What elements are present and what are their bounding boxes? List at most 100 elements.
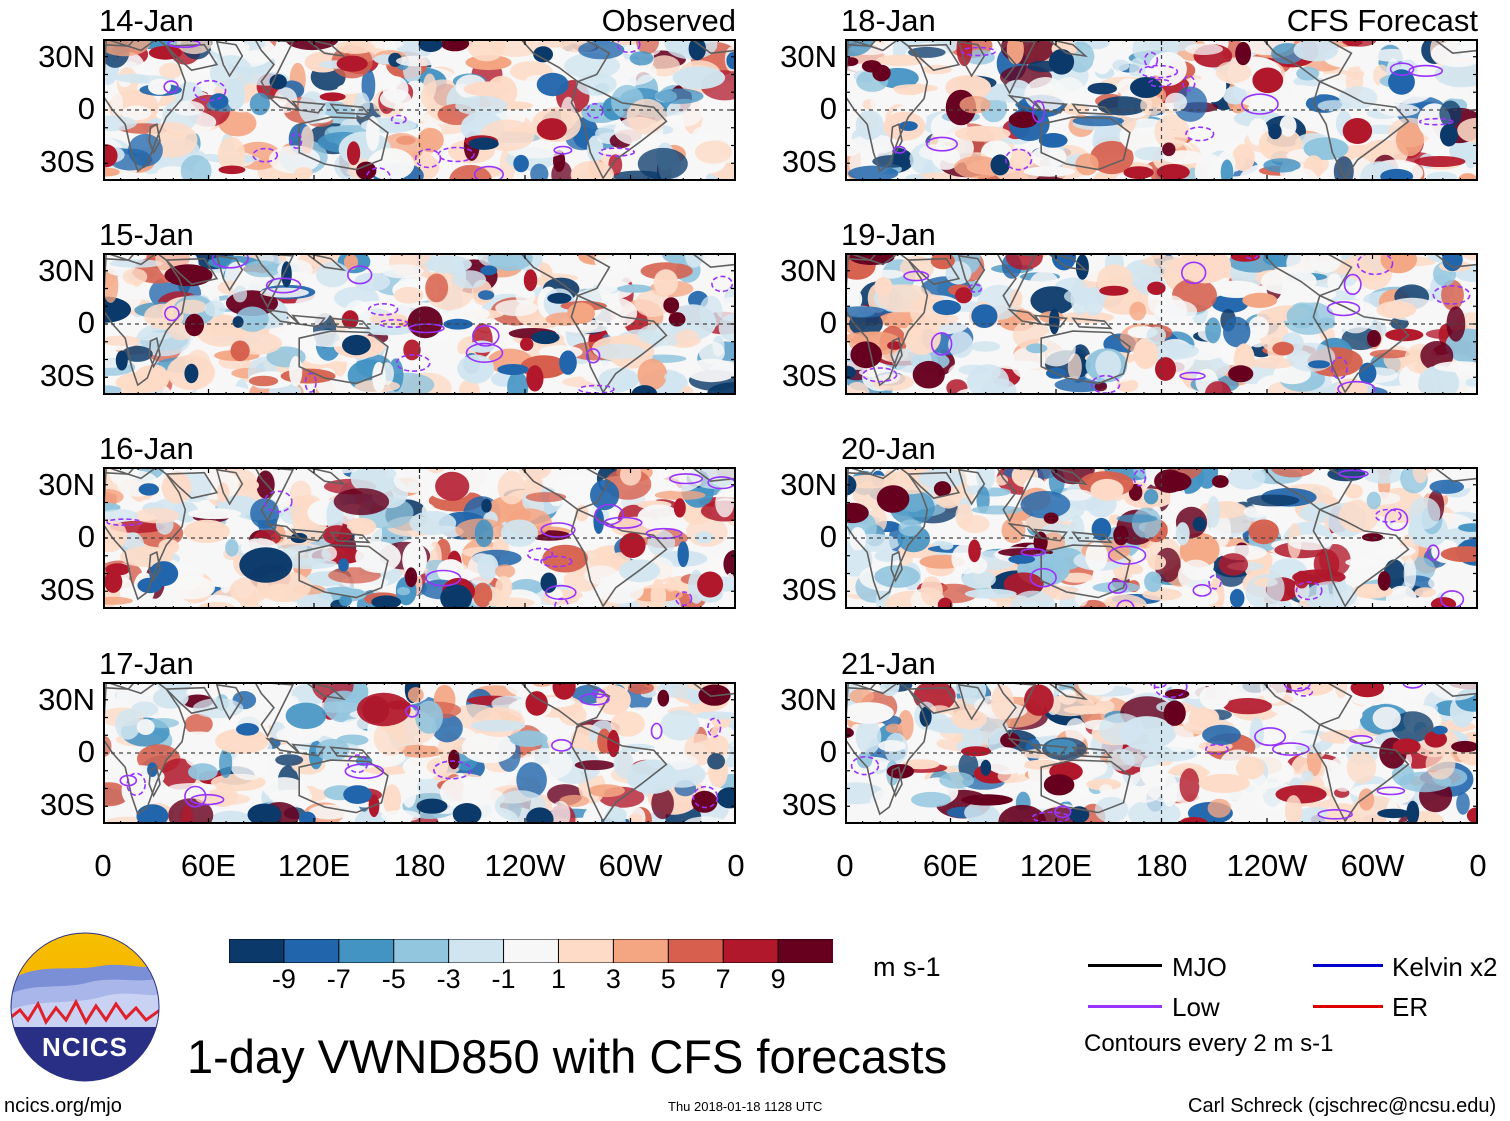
cfs-forecast-label: CFS Forecast [1286,3,1478,38]
colorbar-swatch [777,939,833,963]
lat-tick-label: 0 [819,305,837,340]
colorbar-unit: m s-1 [873,952,941,982]
lat-tick-label: 0 [77,91,95,126]
colorbar-swatch [612,939,670,963]
lat-tick-label: 30N [38,467,95,503]
lat-tick-label: 30S [39,787,95,823]
lat-tick-label: 30S [39,144,95,180]
colorbar-swatch [503,939,560,963]
panel-date-label: 16-Jan [99,431,194,466]
colorbar-tick-label: 7 [715,964,731,994]
colorbar-swatches [229,939,833,963]
legend-line-kelvin [1313,964,1383,967]
colorbar-swatch [338,939,395,963]
vwnd-anomaly-map [845,39,1478,181]
map-panel-15-jan [103,253,736,395]
colorbar-tick-label: 9 [770,964,786,994]
colorbar-swatch [229,939,285,963]
panel-date-label: 15-Jan [99,217,194,252]
map-panel-17-jan [103,682,736,824]
lat-tick-label: 30S [781,358,837,394]
logo-text: NCICS [42,1032,128,1062]
ncics-logo: NCICS [10,932,160,1082]
timestamp: Thu 2018-01-18 1128 UTC [668,1099,823,1114]
lat-tick-label: 0 [77,519,95,554]
vwnd-anomaly-map [103,39,736,181]
lat-tick-label: 30N [38,682,95,718]
credit: Carl Schreck (cjschrec@ncsu.edu) [1188,1095,1497,1117]
map-panel-21-jan [845,682,1478,824]
contour-note: Contours every 2 m s-1 [1084,1030,1334,1057]
lon-tick-label: 60E [922,848,979,883]
vwnd-anomaly-map [103,467,736,609]
lat-tick-label: 30N [780,682,837,718]
lat-tick-label: 30N [780,39,837,75]
lon-tick-label: 0 [94,848,112,883]
lat-tick-label: 30N [38,39,95,75]
colorbar-tick-label: -5 [381,964,406,994]
colorbar-tick-label: 1 [550,964,566,994]
legend-label-low: Low [1172,992,1220,1022]
lat-tick-label: 30N [780,467,837,503]
panel-date-label: 17-Jan [99,646,194,681]
panel-date-label: 19-Jan [841,217,936,252]
vwnd-anomaly-map [845,682,1478,824]
lat-tick-label: 30S [39,572,95,608]
lon-tick-label: 0 [727,848,745,883]
map-panel-16-jan [103,467,736,609]
legend-label-er: ER [1392,992,1429,1022]
lat-tick-label: 0 [819,91,837,126]
colorbar-swatch [667,939,725,963]
lon-tick-label: 120E [1019,848,1093,883]
panel-date-label: 20-Jan [841,431,936,466]
lat-tick-label: 0 [77,734,95,769]
lon-tick-label: 120W [484,848,566,883]
lon-tick-label: 0 [1469,848,1487,883]
lon-tick-label: 0 [836,848,854,883]
panel-date-label: 14-Jan [99,3,194,38]
colorbar [229,939,833,963]
observed-label: Observed [601,3,736,38]
legend-line-er [1313,1005,1383,1008]
logo-graphic [10,932,160,1082]
vwnd-anomaly-map [845,253,1478,395]
lat-tick-label: 30S [781,572,837,608]
legend-line-mjo [1088,964,1162,967]
colorbar-swatch [722,939,780,963]
legend-line-low [1088,1005,1162,1008]
colorbar-swatch [448,939,505,963]
lon-tick-label: 120W [1226,848,1308,883]
lon-tick-label: 180 [393,848,446,883]
lat-tick-label: 30N [780,253,837,289]
colorbar-swatch [557,939,615,963]
colorbar-swatch [283,939,340,963]
lon-tick-label: 60E [180,848,237,883]
colorbar-tick-label: -7 [326,964,351,994]
lon-tick-label: 120E [277,848,351,883]
lat-tick-label: 0 [77,305,95,340]
lon-tick-label: 180 [1135,848,1188,883]
lat-tick-label: 30S [781,144,837,180]
lat-tick-label: 0 [819,734,837,769]
colorbar-tick-label: 5 [660,964,676,994]
url-text[interactable]: ncics.org/mjo [4,1095,122,1117]
figure-title: 1-day VWND850 with CFS forecasts [187,1030,948,1083]
vwnd-anomaly-map [845,467,1478,609]
lat-tick-label: 30S [781,787,837,823]
lat-tick-label: 30N [38,253,95,289]
lat-tick-label: 30S [39,358,95,394]
map-panel-18-jan [845,39,1478,181]
lon-tick-label: 60W [598,848,663,883]
legend-label-kelvin: Kelvin x2 [1392,952,1498,982]
map-panel-19-jan [845,253,1478,395]
map-panel-20-jan [845,467,1478,609]
colorbar-tick-label: 3 [605,964,621,994]
lat-tick-label: 0 [819,519,837,554]
legend-label-mjo: MJO [1172,952,1227,982]
panel-date-label: 21-Jan [841,646,936,681]
map-panel-14-jan [103,39,736,181]
lon-tick-label: 60W [1340,848,1405,883]
colorbar-tick-label: -9 [271,964,296,994]
colorbar-tick-label: -3 [436,964,461,994]
vwnd-anomaly-map [103,253,736,395]
